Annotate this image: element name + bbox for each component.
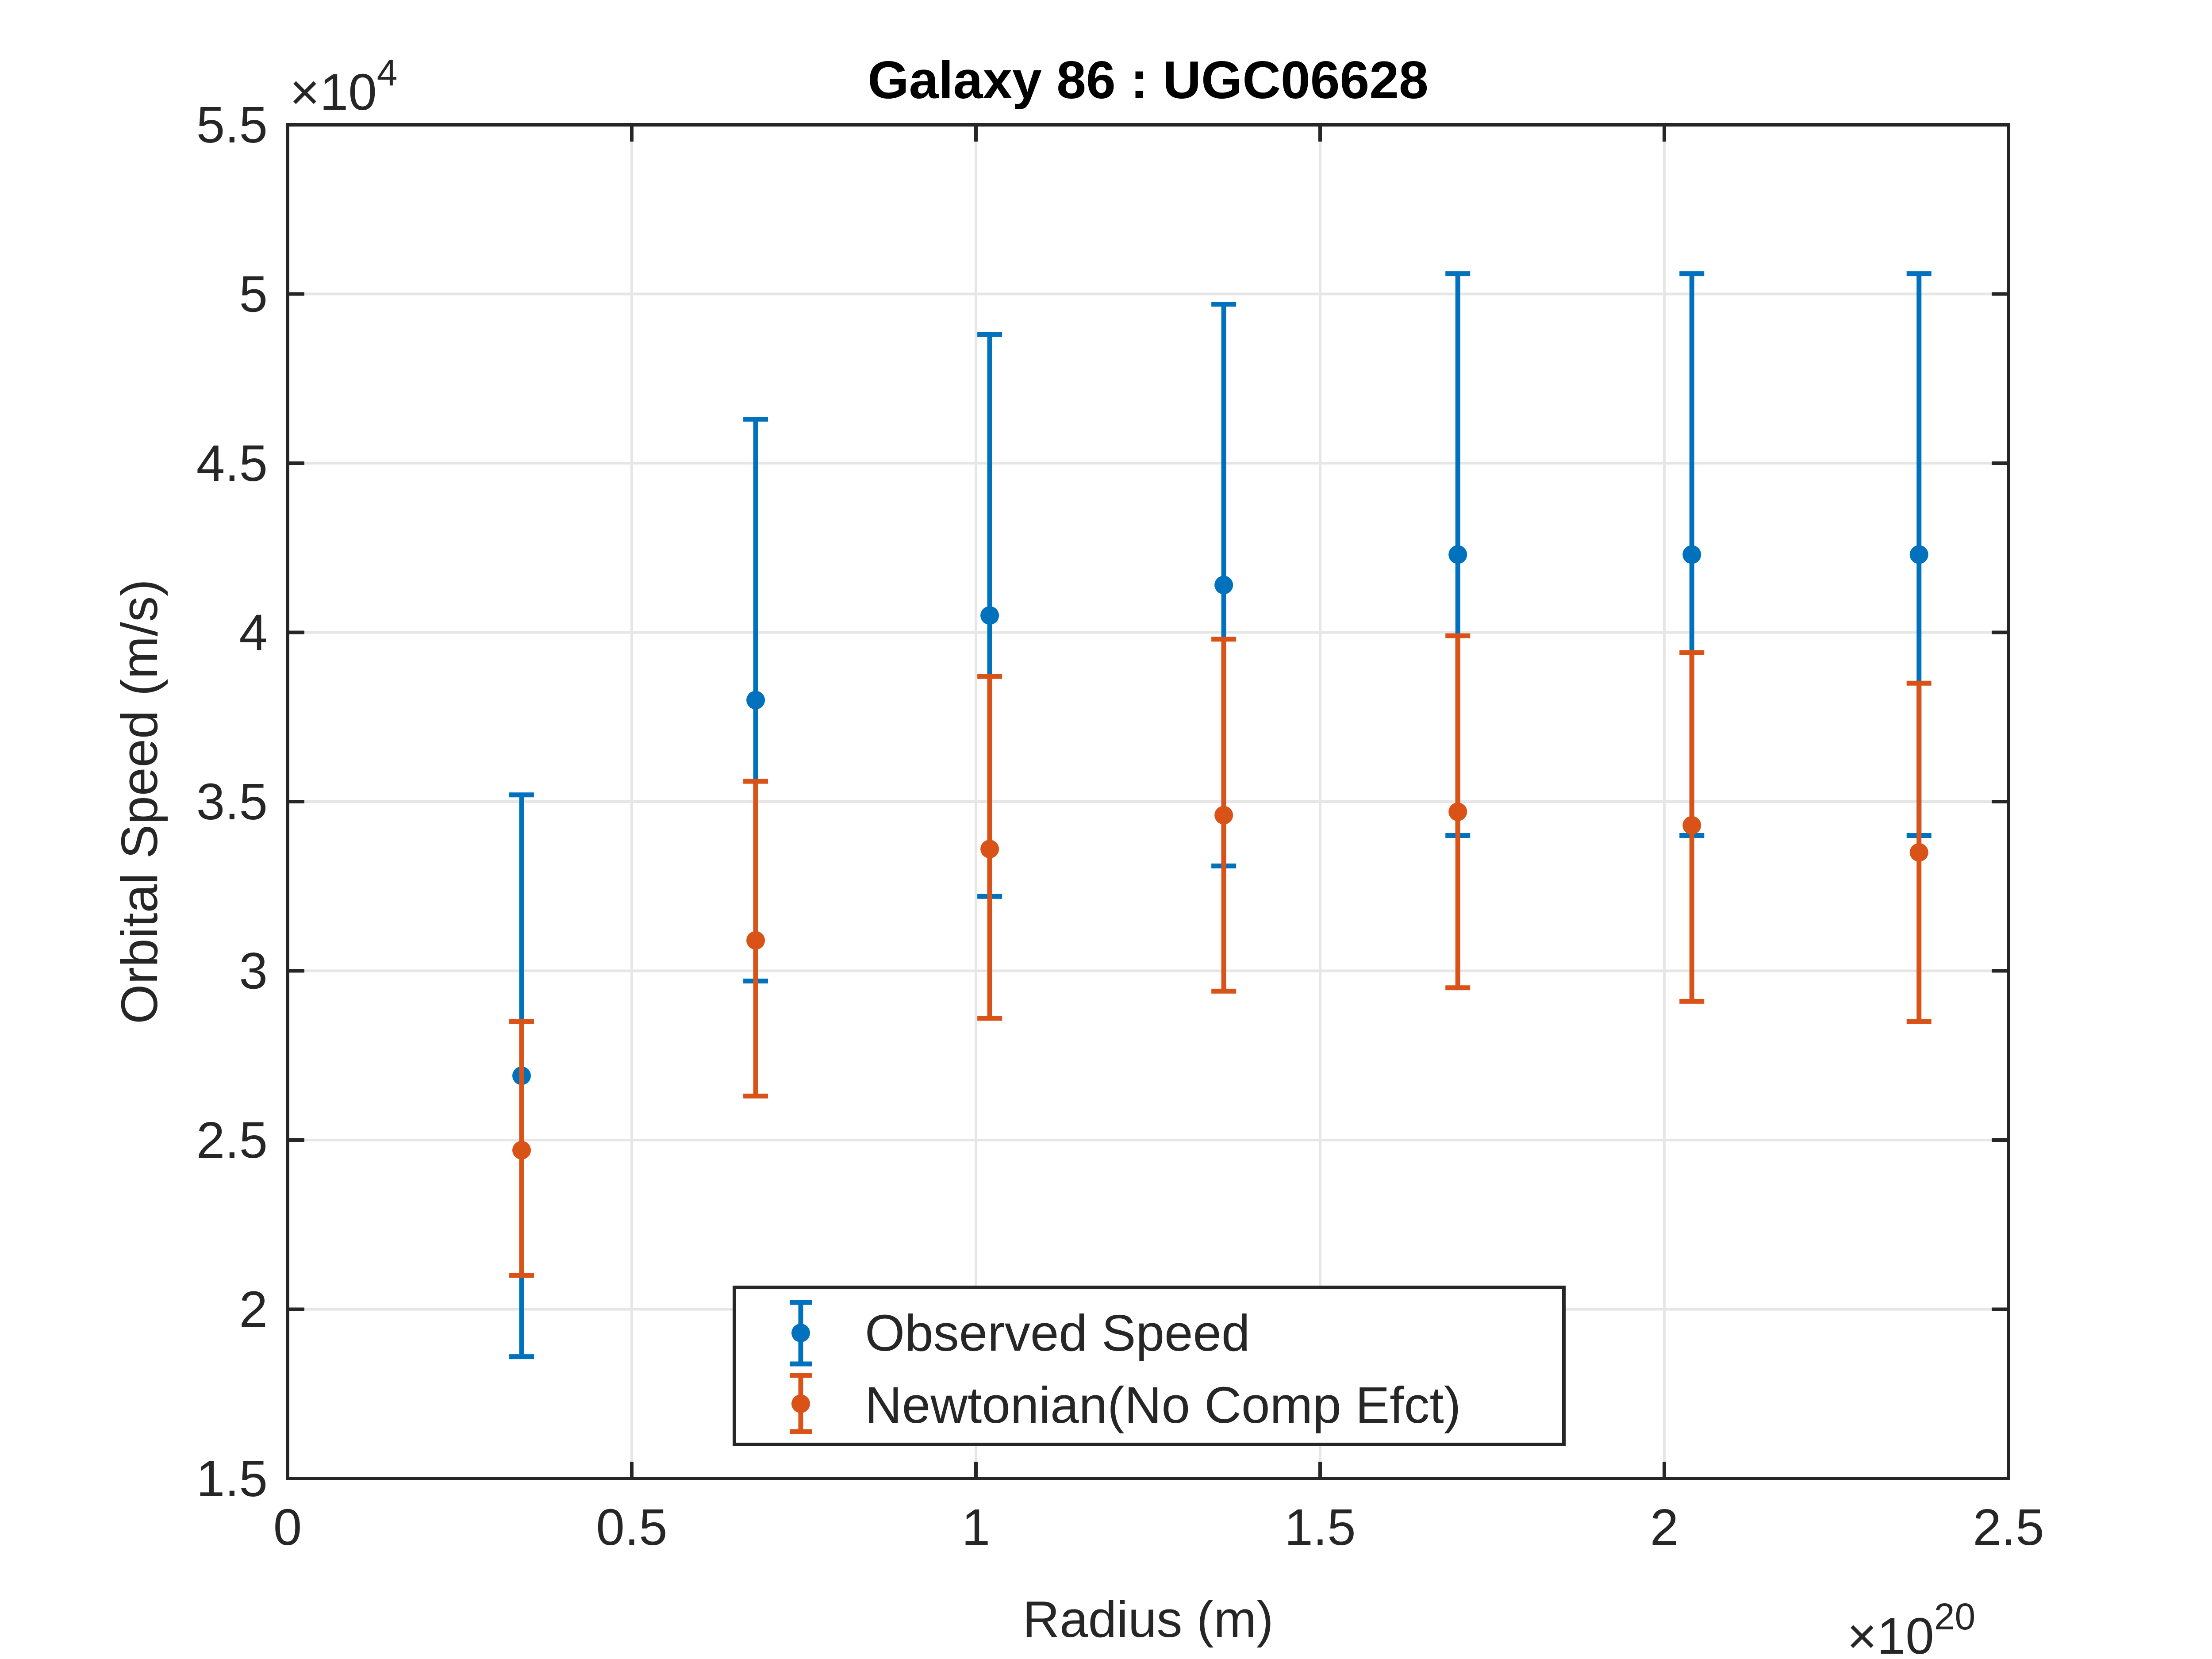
x-exponent-base: ×10 xyxy=(1847,1607,1934,1659)
newtonian-data-point xyxy=(512,1141,531,1160)
x-tick-label: 0.5 xyxy=(596,1498,667,1556)
newtonian-data-point xyxy=(1682,816,1701,835)
newtonian-data-point xyxy=(1448,802,1467,821)
y-tick-label: 4.5 xyxy=(196,434,268,492)
y-tick-label: 3 xyxy=(239,942,268,1000)
x-tick-label: 2.5 xyxy=(1973,1498,2044,1556)
observed-data-point xyxy=(1682,545,1701,564)
y-exponent-power: 4 xyxy=(377,52,398,93)
tick-labels: 0 0.5 1 1.5 2 2.5 1.5 2 2.5 3 3.5 4 4.5 5 5.5 xyxy=(196,96,2044,1556)
x-exponent-label: ×1020 xyxy=(1847,1596,1975,1659)
legend-label-newtonian: Newtonian(No Comp Efct) xyxy=(865,1376,1461,1434)
legend-marker-observed xyxy=(790,1300,812,1367)
y-exponent-label: ×104 xyxy=(290,52,398,121)
x-exponent-power: 20 xyxy=(1934,1596,1975,1637)
y-exponent-base: ×10 xyxy=(290,63,377,121)
x-axis-label: Radius (m) xyxy=(1022,1590,1273,1648)
legend-box xyxy=(733,1286,1566,1446)
newtonian-data-point xyxy=(980,840,999,859)
y-axis-label: Orbital Speed (m/s) xyxy=(111,579,168,1024)
newtonian-data-point xyxy=(1909,843,1928,862)
x-tick-label: 0 xyxy=(273,1498,302,1556)
legend-marker-newtonian xyxy=(790,1373,812,1434)
y-tick-label: 1.5 xyxy=(196,1450,268,1507)
x-tick-label: 1 xyxy=(962,1498,991,1556)
observed-data-point xyxy=(746,691,765,710)
legend-label-observed: Observed Speed xyxy=(865,1304,1250,1362)
y-tick-label: 3.5 xyxy=(196,773,268,830)
newtonian-data-point xyxy=(746,931,765,950)
x-tick-label: 1.5 xyxy=(1284,1498,1356,1556)
chart-title: Galaxy 86 : UGC06628 xyxy=(868,50,1428,110)
y-tick-label: 5 xyxy=(239,265,268,323)
observed-data-point xyxy=(980,606,999,625)
observed-data-point xyxy=(1448,545,1467,564)
observed-data-point xyxy=(1214,576,1233,595)
x-tick-label: 2 xyxy=(1650,1498,1679,1556)
newtonian-data-point xyxy=(1214,806,1233,825)
y-tick-label: 4 xyxy=(239,604,268,661)
legend: Observed Speed Newtonian(No Comp Efct) xyxy=(733,1286,1566,1446)
observed-data-point xyxy=(1909,545,1928,564)
plot-frame xyxy=(286,123,2010,1480)
y-tick-label: 5.5 xyxy=(196,96,268,154)
data-layer xyxy=(509,271,1932,1359)
y-tick-label: 2 xyxy=(239,1281,268,1338)
y-tick-label: 2.5 xyxy=(196,1111,268,1169)
